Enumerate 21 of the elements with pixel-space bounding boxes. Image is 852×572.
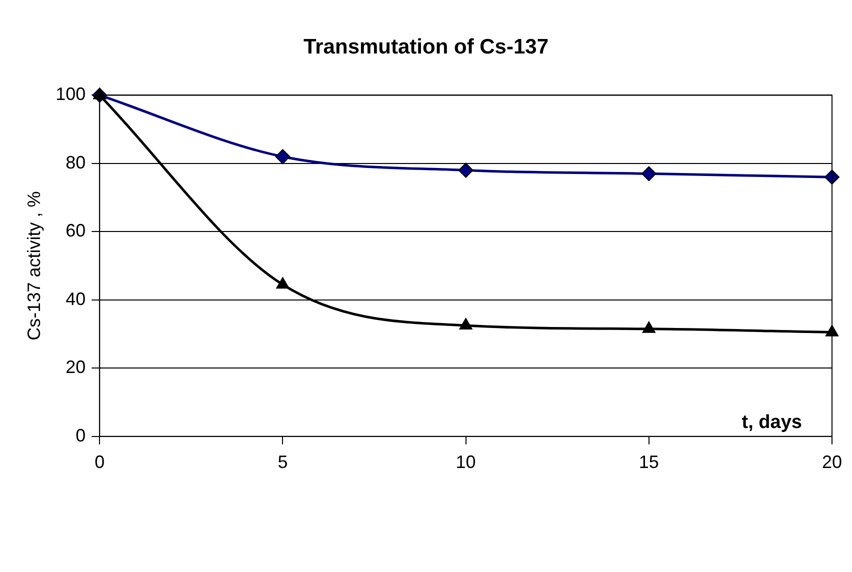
y-tick-label: 100: [56, 84, 86, 104]
point: [276, 277, 290, 289]
point: [825, 324, 839, 336]
x-tick-label: 5: [278, 452, 288, 472]
point: [642, 321, 656, 333]
point: [458, 162, 474, 178]
chart-title: Transmutation of Cs-137: [303, 35, 549, 58]
y-tick-label: 0: [76, 425, 86, 446]
point: [641, 166, 656, 182]
x-tick-label: 15: [638, 452, 659, 472]
x-tick-label: 10: [456, 452, 476, 472]
y-axis-title: Cs-137 activity , %: [24, 191, 44, 340]
y-tick-label: 80: [66, 152, 86, 172]
x-tick-label: 0: [94, 452, 105, 472]
y-tick-label: 60: [66, 220, 86, 241]
point: [275, 149, 290, 164]
y-tick-label: 20: [66, 357, 86, 378]
x-tick-label: 20: [822, 452, 842, 472]
x-axis-title: t, days: [742, 412, 802, 434]
point: [459, 318, 472, 330]
y-tick-label: 40: [66, 288, 86, 309]
